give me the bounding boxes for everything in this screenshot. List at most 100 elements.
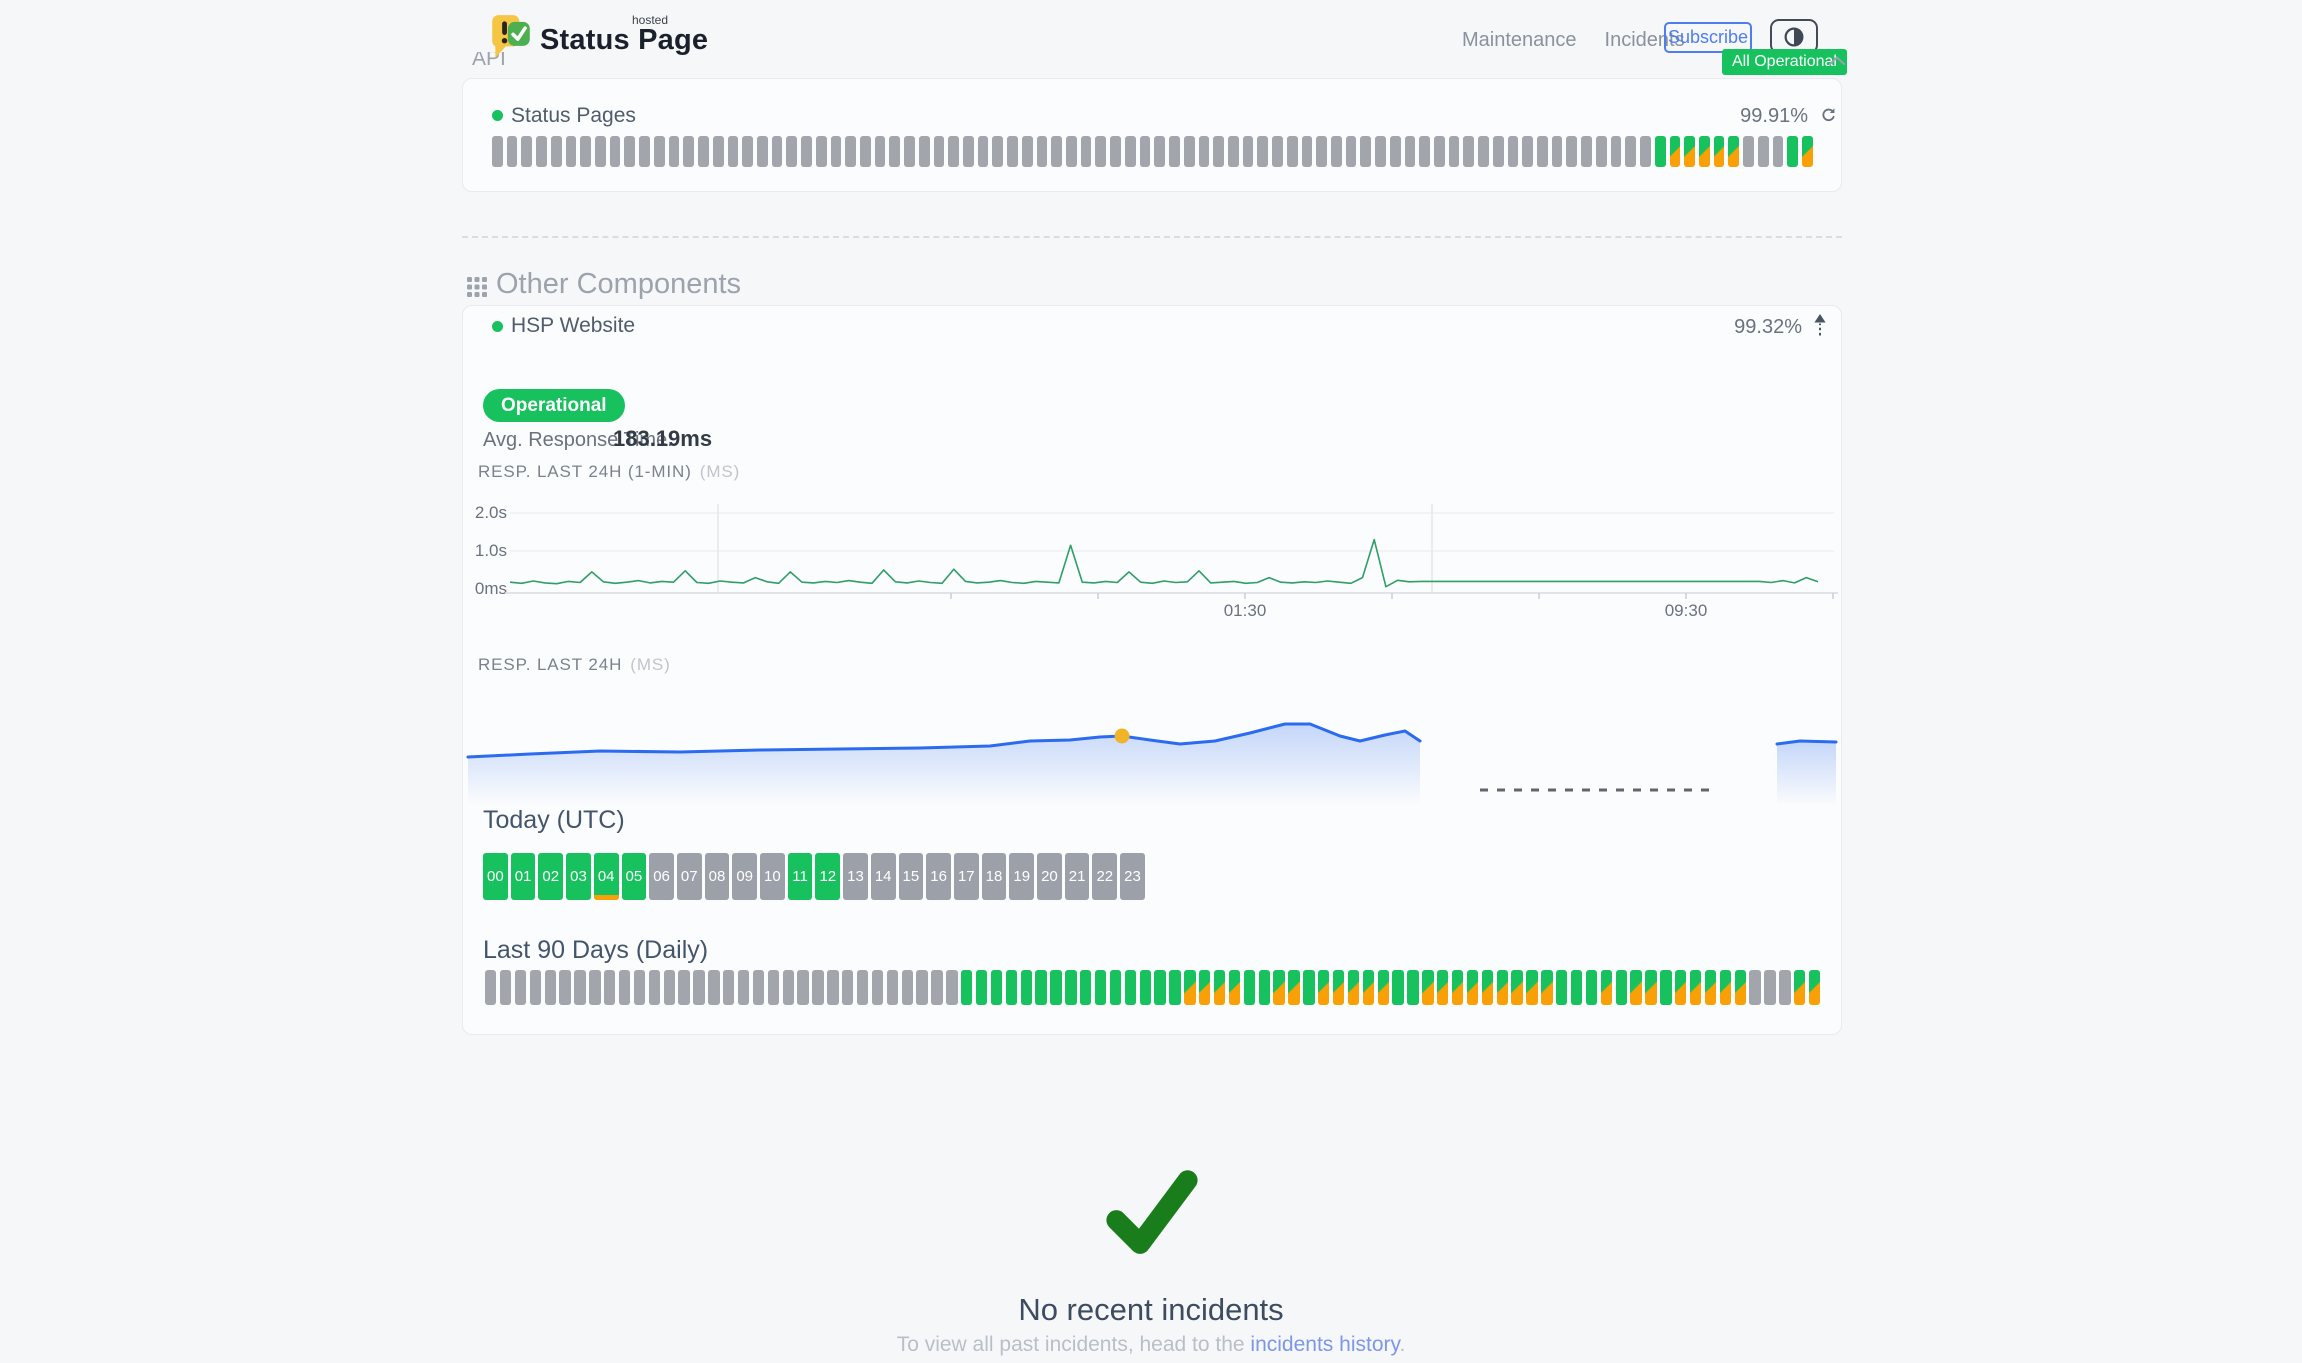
uptime-bar-empty[interactable] <box>678 970 690 1005</box>
uptime-bar-empty[interactable] <box>727 136 739 167</box>
hour-block-19[interactable]: 19 <box>1009 853 1035 900</box>
uptime-bar-empty[interactable] <box>723 970 735 1005</box>
uptime-bar-degraded[interactable] <box>1213 970 1226 1005</box>
uptime-bar-empty[interactable] <box>1581 136 1592 167</box>
hour-block-04[interactable]: 04 <box>593 853 619 900</box>
uptime-bar-degraded[interactable] <box>1422 970 1434 1005</box>
uptime-bar-degraded[interactable] <box>1719 970 1732 1005</box>
uptime-bar-up[interactable] <box>1615 970 1627 1005</box>
uptime-bar-up[interactable] <box>1243 970 1256 1005</box>
overall-status-badge[interactable]: All Operational <box>1722 49 1847 75</box>
uptime-bar-empty[interactable] <box>904 136 915 167</box>
uptime-bar-degraded[interactable] <box>1689 970 1702 1005</box>
uptime-bar-empty[interactable] <box>639 136 650 167</box>
hour-block-07[interactable]: 07 <box>676 853 702 900</box>
uptime-bar-empty[interactable] <box>1227 136 1239 167</box>
uptime-bar-degraded[interactable] <box>1199 970 1211 1005</box>
uptime-bar-empty[interactable] <box>618 970 631 1005</box>
uptime-bar-empty[interactable] <box>856 970 869 1005</box>
hour-block-09[interactable]: 09 <box>732 853 758 900</box>
uptime-bar-up[interactable] <box>1570 970 1583 1005</box>
uptime-bar-up[interactable] <box>1154 970 1166 1005</box>
uptime-bar-empty[interactable] <box>1478 136 1489 167</box>
uptime-bar-empty[interactable] <box>886 970 899 1005</box>
uptime-bar-empty[interactable] <box>1507 136 1519 167</box>
uptime-bar-degraded[interactable] <box>1526 970 1538 1005</box>
uptime-bar-empty[interactable] <box>506 136 518 167</box>
uptime-bar-up[interactable] <box>1080 970 1092 1005</box>
uptime-bar-up[interactable] <box>1020 970 1032 1005</box>
uptime-bar-up[interactable] <box>961 970 973 1005</box>
uptime-bar-empty[interactable] <box>698 136 709 167</box>
uptime-bar-empty[interactable] <box>737 970 750 1005</box>
uptime-bar-empty[interactable] <box>1375 136 1386 167</box>
uptime-bar-empty[interactable] <box>830 136 842 167</box>
uptime-bar-empty[interactable] <box>708 970 720 1005</box>
uptime-bar-up[interactable] <box>1585 970 1598 1005</box>
uptime-bar-degraded[interactable] <box>1713 136 1725 167</box>
uptime-bar-empty[interactable] <box>931 970 943 1005</box>
uptime-bar-degraded[interactable] <box>1288 970 1300 1005</box>
uptime-bar-degraded[interactable] <box>1645 970 1657 1005</box>
uptime-bar-degraded[interactable] <box>1466 970 1479 1005</box>
uptime-bar-up[interactable] <box>1050 970 1062 1005</box>
nav-maintenance[interactable]: Maintenance <box>1462 29 1577 51</box>
hour-block-08[interactable]: 08 <box>704 853 730 900</box>
uptime-bar-empty[interactable] <box>604 970 616 1005</box>
uptime-bar-up[interactable] <box>975 970 988 1005</box>
uptime-bar-empty[interactable] <box>1198 136 1210 167</box>
uptime-bar-empty[interactable] <box>1360 136 1372 167</box>
uptime-bar-empty[interactable] <box>752 970 765 1005</box>
uptime-bar-empty[interactable] <box>801 136 812 167</box>
uptime-bar-empty[interactable] <box>797 970 809 1005</box>
uptime-bar-empty[interactable] <box>492 136 503 167</box>
uptime-bar-empty[interactable] <box>1183 136 1195 167</box>
uptime-bar-empty[interactable] <box>1021 136 1033 167</box>
uptime-bar-up[interactable] <box>1065 970 1077 1005</box>
uptime-bar-empty[interactable] <box>1080 136 1092 167</box>
uptime-bar-empty[interactable] <box>1272 136 1283 167</box>
uptime-bar-empty[interactable] <box>918 136 930 167</box>
uptime-bar-empty[interactable] <box>580 136 592 167</box>
uptime-bar-degraded[interactable] <box>1318 970 1330 1005</box>
uptime-bar-empty[interactable] <box>1595 136 1607 167</box>
uptime-bar-up[interactable] <box>990 970 1003 1005</box>
uptime-bar-empty[interactable] <box>1036 136 1048 167</box>
uptime-bar-degraded[interactable] <box>1801 136 1813 167</box>
hour-block-03[interactable]: 03 <box>566 853 591 900</box>
uptime-bar-empty[interactable] <box>1110 136 1121 167</box>
uptime-bar-empty[interactable] <box>693 970 705 1005</box>
uptime-bar-empty[interactable] <box>1779 970 1791 1005</box>
uptime-bar-empty[interactable] <box>565 136 577 167</box>
uptime-bar-empty[interactable] <box>1625 136 1637 167</box>
uptime-bar-empty[interactable] <box>1389 136 1401 167</box>
hour-block-14[interactable]: 14 <box>870 853 896 900</box>
uptime-bar-empty[interactable] <box>767 970 780 1005</box>
response-chart-24h-area[interactable] <box>466 688 1838 810</box>
uptime-bar-empty[interactable] <box>946 970 958 1005</box>
uptime-bar-empty[interactable] <box>1051 136 1063 167</box>
uptime-bar-degraded[interactable] <box>1273 970 1285 1005</box>
uptime-bar-empty[interactable] <box>901 970 913 1005</box>
uptime-bar-degraded[interactable] <box>1630 970 1642 1005</box>
uptime-bar-degraded[interactable] <box>1377 970 1389 1005</box>
uptime-bar-up[interactable] <box>1407 970 1419 1005</box>
uptime-bar-up[interactable] <box>1258 970 1270 1005</box>
uptime-bar-empty[interactable] <box>916 970 928 1005</box>
uptime-bar-empty[interactable] <box>653 136 665 167</box>
hour-block-10[interactable]: 10 <box>760 853 785 900</box>
uptime-bar-empty[interactable] <box>1764 970 1776 1005</box>
uptime-bar-empty[interactable] <box>1154 136 1166 167</box>
uptime-bar-empty[interactable] <box>668 136 680 167</box>
uptime-bar-empty[interactable] <box>1139 136 1151 167</box>
uptime-bar-empty[interactable] <box>1124 136 1136 167</box>
uptime-bar-degraded[interactable] <box>1675 970 1687 1005</box>
uptime-bar-degraded[interactable] <box>1228 970 1241 1005</box>
hour-block-00[interactable]: 00 <box>483 853 508 900</box>
uptime-bar-up[interactable] <box>1654 136 1666 167</box>
uptime-bar-empty[interactable] <box>529 970 542 1005</box>
uptime-bar-empty[interactable] <box>815 136 827 167</box>
uptime-bar-empty[interactable] <box>842 970 854 1005</box>
uptime-bar-empty[interactable] <box>933 136 945 167</box>
uptime-bar-empty[interactable] <box>1640 136 1651 167</box>
